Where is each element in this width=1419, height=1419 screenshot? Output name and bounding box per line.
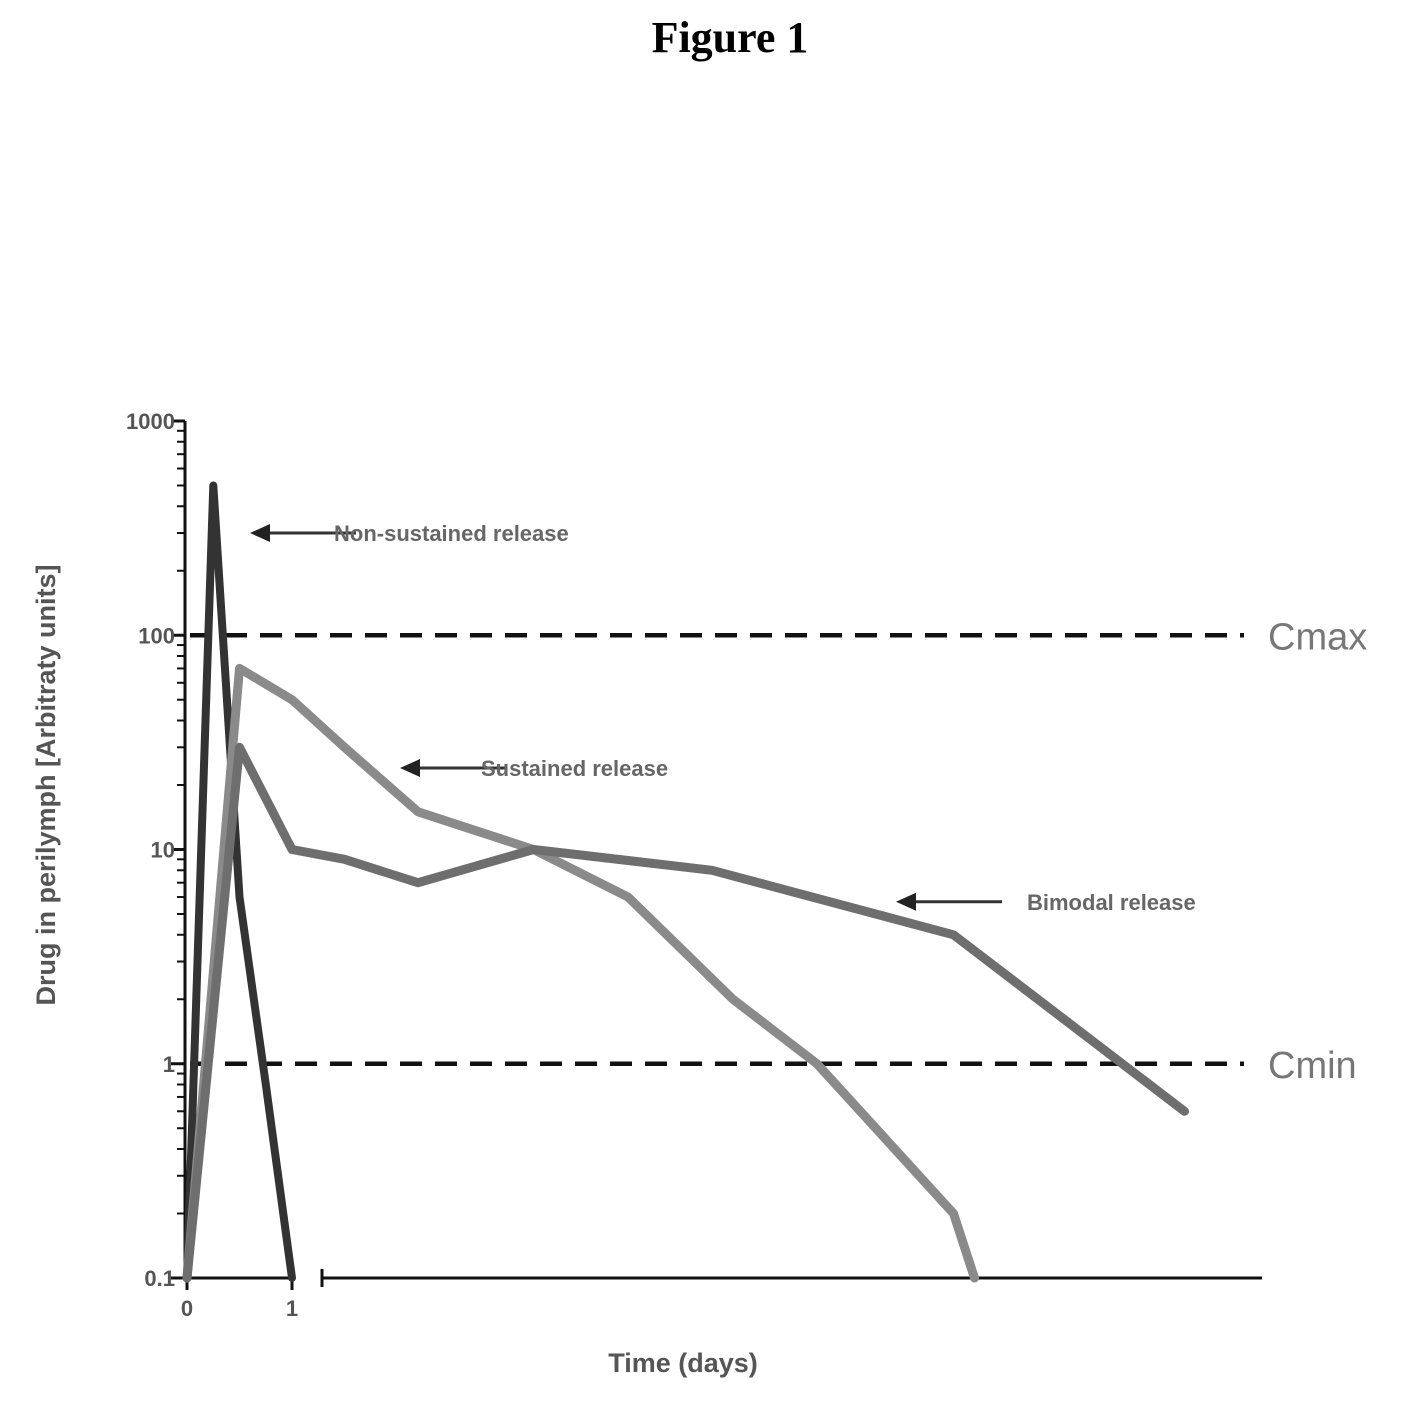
series-line-3	[187, 747, 1185, 1278]
annotation-label: Bimodal release	[1027, 890, 1196, 915]
reference-label-cmin: Cmin	[1268, 1045, 1357, 1087]
y-tick-label: 0.1	[144, 1266, 175, 1291]
annotations: Non-sustained release Sustained release Bi…	[250, 521, 1196, 915]
annotation-arrow-head	[250, 524, 270, 542]
x-tick-label: 1	[286, 1296, 298, 1321]
y-tick-label: 10	[151, 838, 175, 863]
annotation-arrow-head	[400, 759, 420, 777]
reference-lines: Cmax Cmin	[190, 616, 1367, 1087]
y-tick-label: 100	[138, 623, 175, 648]
reference-label-cmax: Cmax	[1268, 616, 1367, 658]
x-tick-label: 0	[181, 1296, 193, 1321]
y-axis-label: Drug in perilymph [Arbitraty units]	[31, 564, 61, 1005]
annotation-label: Sustained release	[481, 756, 668, 781]
annotation-label: Non-sustained release	[334, 521, 569, 546]
x-axis-label: Time (days)	[608, 1348, 758, 1378]
y-tick-label: 1000	[126, 409, 175, 434]
annotation-arrow-head	[896, 893, 916, 911]
series-group	[187, 486, 1185, 1279]
y-tick-label: 1	[163, 1052, 175, 1077]
